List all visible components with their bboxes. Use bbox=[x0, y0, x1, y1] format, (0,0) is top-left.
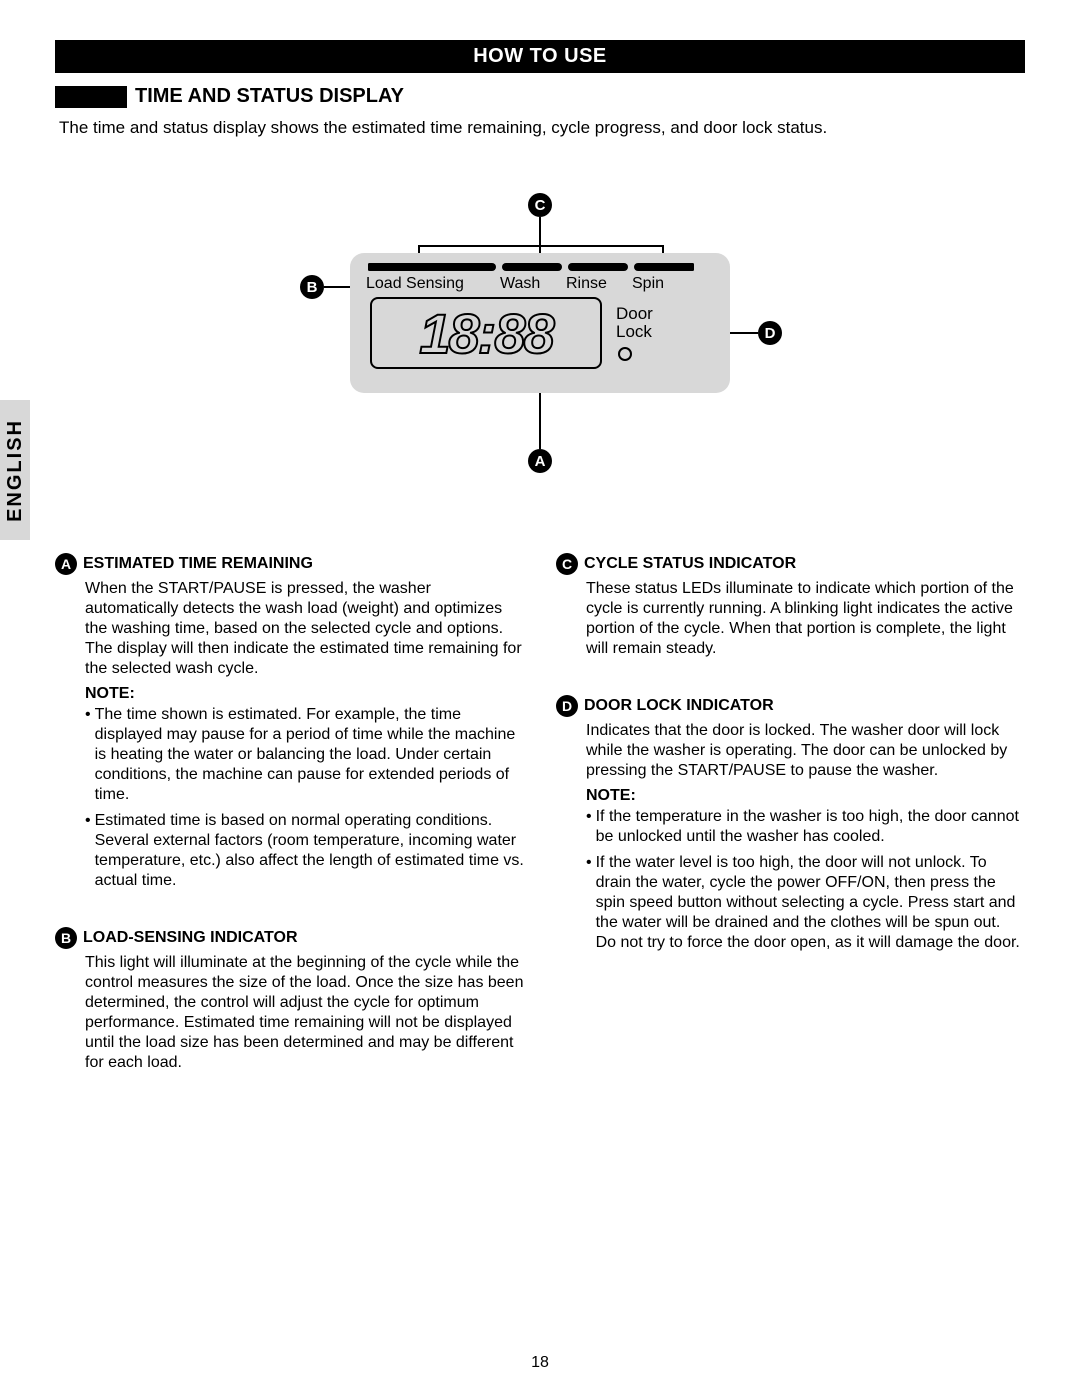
item-d: D DOOR LOCK INDICATOR Indicates that the… bbox=[556, 695, 1025, 953]
page-header-bar: HOW TO USE bbox=[55, 40, 1025, 73]
item-a: A ESTIMATED TIME REMAINING When the STAR… bbox=[55, 553, 524, 891]
section-title-block bbox=[55, 86, 127, 108]
language-tab-label: ENGLISH bbox=[4, 419, 27, 522]
item-a-bullets: •The time shown is estimated. For exampl… bbox=[85, 705, 524, 891]
label-wash: Wash bbox=[500, 275, 566, 293]
display-panel: Load Sensing Wash Rinse Spin 18:88 Door … bbox=[350, 253, 730, 393]
item-d-note-label: NOTE: bbox=[586, 787, 1025, 805]
time-display-box: 18:88 bbox=[370, 297, 602, 369]
item-c: C CYCLE STATUS INDICATOR These status LE… bbox=[556, 553, 1025, 659]
item-d-bullet-2: •If the water level is too high, the doo… bbox=[586, 853, 1025, 953]
door-lock-indicator-circle bbox=[618, 347, 632, 361]
item-b-title: LOAD-SENSING INDICATOR bbox=[83, 929, 298, 947]
label-spin: Spin bbox=[632, 275, 692, 293]
right-column: C CYCLE STATUS INDICATOR These status LE… bbox=[556, 553, 1025, 1109]
language-tab: ENGLISH bbox=[0, 400, 30, 540]
time-digits: 18:88 bbox=[419, 301, 552, 366]
item-a-bullet-1: •The time shown is estimated. For exampl… bbox=[85, 705, 524, 805]
status-display-diagram: C B D A Load Sensing Wash Rinse Spin bbox=[290, 193, 790, 473]
item-d-bullet-1: •If the temperature in the washer is too… bbox=[586, 807, 1025, 847]
item-a-badge: A bbox=[55, 553, 77, 575]
item-d-body: Indicates that the door is locked. The w… bbox=[586, 721, 1025, 781]
progress-labels: Load Sensing Wash Rinse Spin bbox=[366, 275, 716, 293]
item-d-title: DOOR LOCK INDICATOR bbox=[584, 697, 774, 715]
door-lock-label-box: Door Lock bbox=[616, 305, 653, 361]
progress-bar-spin bbox=[634, 263, 694, 271]
left-column: A ESTIMATED TIME REMAINING When the STAR… bbox=[55, 553, 524, 1109]
section-title-row: TIME AND STATUS DISPLAY bbox=[55, 85, 1025, 108]
item-d-badge: D bbox=[556, 695, 578, 717]
item-d-bullet-2-text: If the water level is too high, the door… bbox=[596, 853, 1025, 953]
item-d-bullet-1-text: If the temperature in the washer is too … bbox=[596, 807, 1025, 847]
door-lock-line2: Lock bbox=[616, 323, 653, 341]
item-b-badge: B bbox=[55, 927, 77, 949]
item-b-body: This light will illuminate at the beginn… bbox=[85, 953, 524, 1073]
section-intro: The time and status display shows the es… bbox=[59, 118, 1025, 138]
callout-line-c-v bbox=[539, 217, 541, 253]
diagram-container: C B D A Load Sensing Wash Rinse Spin bbox=[55, 193, 1025, 473]
item-c-title: CYCLE STATUS INDICATOR bbox=[584, 555, 796, 573]
item-d-bullets: •If the temperature in the washer is too… bbox=[586, 807, 1025, 953]
description-columns: A ESTIMATED TIME REMAINING When the STAR… bbox=[55, 553, 1025, 1109]
callout-badge-a: A bbox=[528, 449, 552, 473]
item-a-bullet-2-text: Estimated time is based on normal operat… bbox=[95, 811, 524, 891]
item-a-bullet-1-text: The time shown is estimated. For example… bbox=[95, 705, 524, 805]
item-a-title: ESTIMATED TIME REMAINING bbox=[83, 555, 313, 573]
callout-badge-c: C bbox=[528, 193, 552, 217]
item-a-note-label: NOTE: bbox=[85, 685, 524, 703]
progress-bars bbox=[368, 263, 716, 271]
item-c-badge: C bbox=[556, 553, 578, 575]
callout-line-c-h bbox=[418, 245, 664, 247]
door-lock-line1: Door bbox=[616, 305, 653, 323]
item-c-body: These status LEDs illuminate to indicate… bbox=[586, 579, 1025, 659]
item-a-bullet-2: •Estimated time is based on normal opera… bbox=[85, 811, 524, 891]
page-number: 18 bbox=[0, 1354, 1080, 1372]
label-load-sensing: Load Sensing bbox=[366, 275, 500, 293]
item-b: B LOAD-SENSING INDICATOR This light will… bbox=[55, 927, 524, 1073]
label-rinse: Rinse bbox=[566, 275, 632, 293]
callout-line-a bbox=[539, 393, 541, 449]
progress-bar-rinse bbox=[568, 263, 628, 271]
callout-badge-b: B bbox=[300, 275, 324, 299]
section-title: TIME AND STATUS DISPLAY bbox=[135, 85, 404, 108]
progress-bar-wash bbox=[502, 263, 562, 271]
progress-bar-load-sensing bbox=[368, 263, 496, 271]
item-a-body: When the START/PAUSE is pressed, the was… bbox=[85, 579, 524, 679]
digits-row: 18:88 Door Lock bbox=[364, 297, 716, 369]
callout-badge-d: D bbox=[758, 321, 782, 345]
